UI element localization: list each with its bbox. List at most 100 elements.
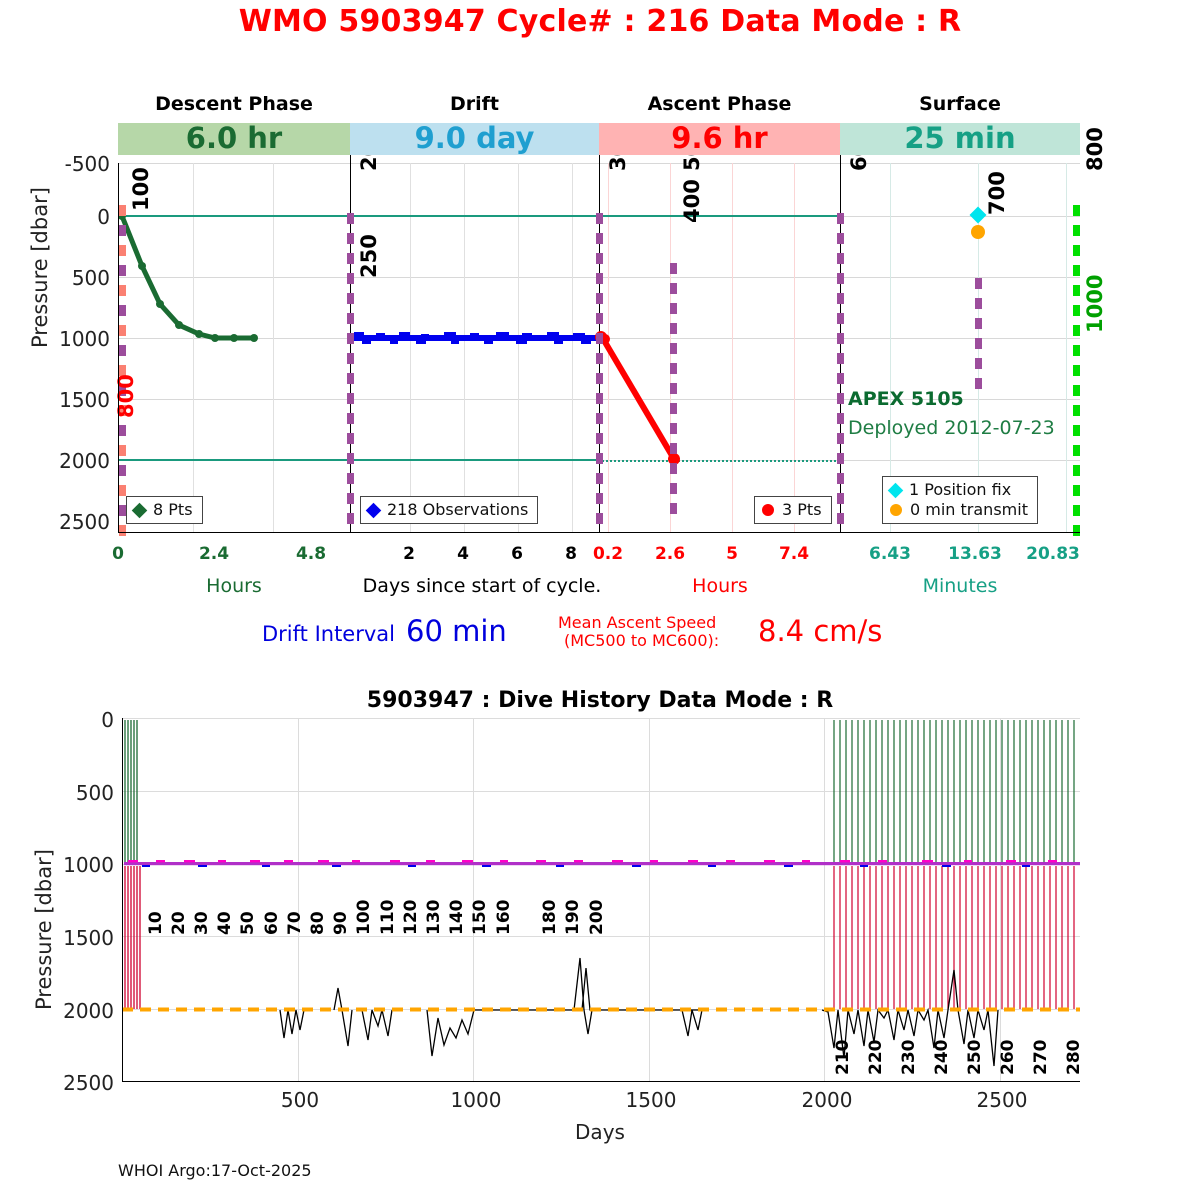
cycle-label: 270: [1031, 1039, 1051, 1076]
top-x-tick-descent: 2.4: [198, 544, 230, 564]
bottom-y-tick: 1000: [63, 853, 114, 877]
cycle-label: 190: [563, 899, 583, 936]
top-y-tick: 2500: [59, 510, 110, 534]
cycle-label: 150: [470, 899, 490, 936]
top-y-tick: 1000: [59, 327, 110, 351]
top-x-tick-ascent: 5: [726, 544, 738, 564]
ascent-marker-icon: [762, 504, 774, 516]
cycle-label: 250: [965, 1039, 985, 1076]
cycle-label: 180: [540, 899, 560, 936]
cycle-label: 230: [899, 1039, 919, 1076]
drift-legend: 218 Observations: [360, 496, 539, 524]
phase-band-descent: Descent Phase 6.0 hr: [118, 93, 350, 155]
cycle-label: 70: [285, 911, 305, 935]
bottom-x-tick: 500: [280, 1088, 320, 1112]
top-x-tick-surface: 13.63: [948, 544, 1002, 564]
phase-label-ascent: Ascent Phase: [647, 93, 792, 115]
phase-value-surface: 25 min: [904, 121, 1016, 155]
ascent-legend: 3 Pts: [754, 496, 832, 524]
cycle-label: 110: [378, 899, 398, 936]
bottom-y-tick: 500: [75, 781, 114, 805]
mc-marker-100: [119, 205, 126, 536]
deployed-annotation: Deployed 2012-07-23: [848, 417, 1055, 439]
cycle-label: 60: [262, 911, 282, 935]
profile-series-layer: [118, 206, 987, 465]
top-x-axis-name-surface: Minutes: [922, 575, 998, 597]
descent-legend-label: 8 Pts: [153, 500, 193, 519]
panel-separator: [350, 131, 352, 533]
footer-text: WHOI Argo:17-Oct-2025: [118, 1161, 312, 1180]
profile-pressure-dotted: [599, 460, 840, 462]
top-x-axis-name-ascent: Hours: [692, 575, 748, 597]
bottom-y-tick: 1500: [63, 926, 114, 950]
phase-label-drift: Drift: [449, 93, 499, 115]
ascent-speed-label-line2: (MC500 to MC600):: [564, 631, 720, 650]
cycle-label: 130: [424, 899, 444, 936]
dive-history-chart: [122, 718, 1080, 1082]
top-x-tick-drift: 8: [565, 544, 577, 564]
transmit-marker-icon: [890, 504, 902, 516]
cycle-label: 30: [192, 911, 212, 935]
top-plot-frame: [118, 163, 1080, 533]
cycle-label: 140: [447, 899, 467, 936]
phase-band-drift: Drift 9.0 day: [350, 93, 599, 155]
phase-value-drift: 9.0 day: [414, 121, 535, 155]
surface-legend: 1 Position fix 0 min transmit: [882, 476, 1038, 524]
bottom-x-tick: 2500: [976, 1088, 1028, 1112]
cycle-profile-chart: 100 800 200 250 300 500 400 600: [114, 127, 1107, 536]
cycle-label: 20: [169, 911, 189, 935]
phase-label-surface: Surface: [919, 93, 1001, 115]
mc-marker-400: [670, 263, 677, 533]
phase-band-row: Descent Phase 6.0 hr Drift 9.0 day Ascen…: [118, 93, 1080, 155]
top-y-tick: -500: [64, 152, 110, 176]
top-x-tick-surface: 6.43: [869, 544, 911, 564]
bottom-y-tick: 2500: [63, 1071, 114, 1095]
mc-marker-700: [975, 278, 982, 389]
top-x-tick-drift: 4: [457, 544, 469, 564]
top-x-tick-drift: 2: [403, 544, 415, 564]
cycle-label: 40: [215, 911, 235, 935]
cycle-label: 200: [587, 899, 607, 936]
page-title: WMO 5903947 Cycle# : 216 Data Mode : R: [238, 4, 962, 39]
position-fix-legend-label: 1 Position fix: [909, 480, 1012, 499]
top-x-axis-name-descent: Hours: [206, 575, 262, 597]
top-y-tick: 2000: [59, 449, 110, 473]
mc-marker-300: [596, 213, 603, 533]
phase-value-descent: 6.0 hr: [185, 121, 283, 155]
top-x-tick-ascent: 7.4: [778, 544, 810, 564]
profile-pressure-line: [118, 459, 599, 461]
mc-label-1000-green: 1000: [1083, 274, 1107, 333]
cycle-label: 280: [1064, 1039, 1084, 1076]
top-x-tick-descent: 0: [112, 544, 124, 564]
cycle-annotations: Drift Interval 60 min Mean Ascent Speed …: [0, 612, 1200, 658]
bottom-x-tick: 1000: [450, 1088, 502, 1112]
top-x-tick-ascent: 2.6: [654, 544, 686, 564]
drift-interval-value: 60 min: [406, 614, 507, 648]
cycle-label: 260: [998, 1039, 1018, 1076]
cycle-label: 50: [238, 911, 258, 935]
ascent-speed-value: 8.4 cm/s: [758, 614, 883, 648]
bottom-y-tick: 0: [101, 708, 114, 732]
top-x-tick-surface: 20.83: [1026, 544, 1080, 564]
mc-marker-800-green: [1073, 205, 1080, 536]
bottom-x-tick: 2000: [801, 1088, 853, 1112]
ascent-speed-label-line1: Mean Ascent Speed: [558, 613, 717, 632]
top-y-tick: 500: [71, 266, 110, 290]
top-y-tick: 0: [97, 205, 110, 229]
surface-reference-line: [118, 215, 840, 217]
cycle-label: 80: [308, 911, 328, 935]
top-x-tick-drift: 6: [511, 544, 523, 564]
cycle-label: 10: [146, 911, 166, 935]
descent-legend: 8 Pts: [126, 496, 203, 524]
cycle-label: 120: [401, 899, 421, 936]
drift-interval-label: Drift Interval: [262, 622, 395, 646]
mc-label-800-green: 800: [1083, 127, 1107, 171]
float-model-annotation: APEX 5105: [848, 388, 964, 410]
bottom-plot-frame: [122, 718, 1080, 1082]
cycle-label: 100: [354, 899, 374, 936]
cycle-label: 240: [932, 1039, 952, 1076]
bottom-x-axis-label: Days: [575, 1120, 625, 1144]
drift-legend-label: 218 Observations: [387, 500, 529, 519]
phase-label-descent: Descent Phase: [155, 93, 313, 115]
transmit-legend-label: 0 min transmit: [910, 500, 1028, 519]
